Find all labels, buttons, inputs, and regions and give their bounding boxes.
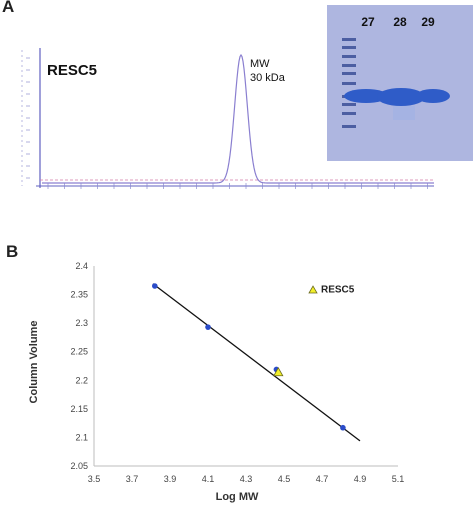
y-tick-label: 2.2 [75, 375, 88, 385]
ladder-band [342, 112, 356, 115]
y-axis-title: Column Volume [28, 321, 40, 404]
calibration-axes [93, 266, 398, 467]
ladder-band [342, 55, 356, 58]
gel-band-29 [416, 89, 450, 103]
lane-label-28: 28 [393, 15, 407, 29]
y-tick-label: 2.05 [70, 461, 88, 471]
x-tick-label: 4.7 [316, 474, 329, 484]
y-tick-label: 2.3 [75, 318, 88, 328]
y-tick-label: 2.4 [75, 261, 88, 271]
x-tick-label: 4.5 [278, 474, 291, 484]
fit-line [152, 283, 361, 442]
ladder-band [342, 103, 356, 106]
mw-annotation-line1: MW [250, 58, 270, 70]
legend-label-resc5: RESC5 [321, 285, 355, 296]
y-tick-label: 2.15 [70, 404, 88, 414]
chromatogram-panel: RESC5 MW 30 kDa 27 28 29 [21, 5, 473, 189]
y-tick-label: 2.25 [70, 347, 88, 357]
lane-label-27: 27 [361, 15, 375, 29]
sample-point-resc5 [273, 366, 284, 377]
elution-peak [42, 53, 434, 184]
standard-point [340, 424, 346, 431]
gel-inset: 27 28 29 [327, 5, 473, 161]
gel-ladder [342, 38, 356, 128]
x-axis-title: Log MW [216, 491, 259, 503]
standard-point [205, 324, 211, 330]
mw-annotation-line2: 30 kDa [250, 72, 286, 84]
ladder-band [342, 125, 356, 128]
x-tick-label: 4.1 [202, 474, 215, 484]
panel-label-a: A [2, 0, 15, 16]
gel-band-27 [344, 89, 388, 103]
x-tick-label: 4.3 [240, 474, 253, 484]
gel-smear [393, 106, 415, 120]
chromatogram-axes [21, 48, 434, 189]
legend-marker-resc5 [308, 285, 318, 294]
x-tick-label: 4.9 [354, 474, 367, 484]
calibration-tick-labels: 3.5 3.7 3.9 4.1 4.3 4.5 4.7 4.9 5.1 2.05 2.1 2.15 2.… [70, 261, 404, 484]
panel-label-b: B [6, 242, 19, 261]
ladder-band [342, 38, 356, 41]
y-tick-label: 2.1 [75, 432, 88, 442]
ladder-band [342, 46, 356, 49]
gel-band-28 [377, 88, 425, 106]
protein-label: RESC5 [47, 62, 97, 79]
ladder-band [342, 82, 356, 85]
lane-label-29: 29 [421, 15, 435, 29]
calibration-chart: 3.5 3.7 3.9 4.1 4.3 4.5 4.7 4.9 5.1 2.05 2.1 2.15 2.… [28, 261, 404, 503]
x-tick-label: 3.9 [164, 474, 177, 484]
standard-point [152, 283, 158, 289]
x-tick-label: 5.1 [392, 474, 405, 484]
x-tick-label: 3.5 [88, 474, 101, 484]
ladder-band [342, 64, 356, 67]
ladder-band [342, 72, 356, 75]
y-tick-label: 2.35 [70, 290, 88, 300]
x-tick-label: 3.7 [126, 474, 139, 484]
